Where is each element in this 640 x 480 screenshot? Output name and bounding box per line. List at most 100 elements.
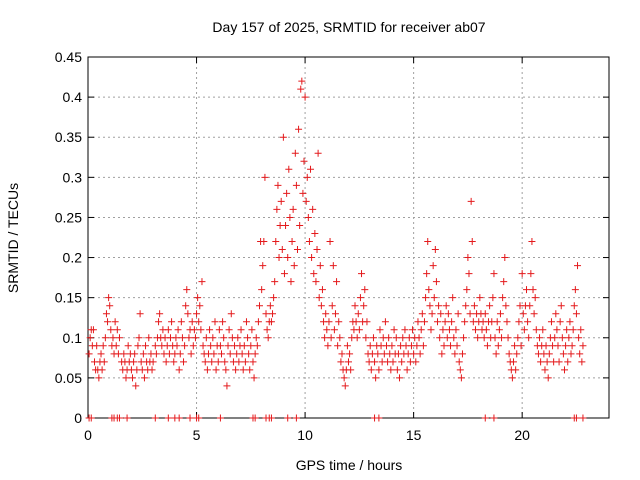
data-point xyxy=(495,326,503,334)
data-point xyxy=(517,342,525,350)
data-point xyxy=(551,334,559,342)
data-point xyxy=(455,358,463,366)
data-point xyxy=(544,374,552,382)
data-point xyxy=(180,358,188,366)
data-point xyxy=(331,310,339,318)
data-point xyxy=(130,358,138,366)
y-tick-label: 0.15 xyxy=(55,290,82,306)
data-point xyxy=(572,414,580,422)
data-point xyxy=(513,350,521,358)
data-point xyxy=(461,318,469,326)
data-point xyxy=(124,342,132,350)
data-point xyxy=(337,358,345,366)
data-point xyxy=(493,318,501,326)
data-point xyxy=(208,358,216,366)
data-point xyxy=(250,374,258,382)
data-point xyxy=(174,326,182,334)
data-point xyxy=(512,366,520,374)
data-point xyxy=(328,302,336,310)
data-point xyxy=(531,294,539,302)
data-point xyxy=(483,342,491,350)
data-point xyxy=(577,326,585,334)
data-point xyxy=(381,318,389,326)
data-point xyxy=(530,310,538,318)
data-point xyxy=(98,366,106,374)
data-point xyxy=(151,414,159,422)
data-point xyxy=(428,310,436,318)
data-point xyxy=(502,302,510,310)
data-point xyxy=(578,358,586,366)
data-point xyxy=(445,326,453,334)
data-point xyxy=(209,334,217,342)
data-point xyxy=(347,366,355,374)
y-tick-label: 0.4 xyxy=(63,89,83,105)
data-point xyxy=(514,334,522,342)
data-point xyxy=(197,326,205,334)
data-point xyxy=(258,286,266,294)
data-point xyxy=(86,334,94,342)
data-point xyxy=(424,238,432,246)
data-point xyxy=(272,238,280,246)
data-point xyxy=(399,334,407,342)
data-point xyxy=(436,334,444,342)
data-point xyxy=(195,318,203,326)
data-point xyxy=(565,334,573,342)
data-point xyxy=(505,350,513,358)
data-point xyxy=(463,286,471,294)
data-point xyxy=(155,318,163,326)
data-point xyxy=(543,358,551,366)
data-point xyxy=(239,366,247,374)
data-point xyxy=(246,366,254,374)
data-point xyxy=(255,302,263,310)
data-point xyxy=(492,350,500,358)
data-point xyxy=(227,310,235,318)
data-point xyxy=(222,366,230,374)
data-point xyxy=(267,414,275,422)
data-point xyxy=(474,334,482,342)
data-point xyxy=(284,254,292,262)
data-point xyxy=(385,334,393,342)
data-point xyxy=(426,302,434,310)
data-point xyxy=(490,270,498,278)
data-point xyxy=(295,125,303,133)
data-point xyxy=(296,221,304,229)
data-point xyxy=(569,326,577,334)
data-point xyxy=(279,133,287,141)
data-point xyxy=(509,358,517,366)
x-axis-label: GPS time / hours xyxy=(296,457,403,473)
data-point xyxy=(194,294,202,302)
data-point xyxy=(526,302,534,310)
data-point xyxy=(412,358,420,366)
data-point xyxy=(355,326,363,334)
data-point xyxy=(508,374,516,382)
data-point xyxy=(556,318,564,326)
data-point xyxy=(277,197,285,205)
data-point xyxy=(210,350,218,358)
data-point xyxy=(541,366,549,374)
data-point xyxy=(326,238,334,246)
data-point xyxy=(574,262,582,270)
data-point xyxy=(139,350,147,358)
data-point xyxy=(298,77,306,85)
data-point xyxy=(102,310,110,318)
data-point xyxy=(196,302,204,310)
data-point xyxy=(106,302,114,310)
data-point xyxy=(525,334,533,342)
data-point xyxy=(392,334,400,342)
data-point xyxy=(554,342,562,350)
data-point xyxy=(135,334,143,342)
y-tick-label: 0.1 xyxy=(63,330,83,346)
data-point xyxy=(366,342,374,350)
data-point xyxy=(101,334,109,342)
data-point xyxy=(346,350,354,358)
data-point xyxy=(476,294,484,302)
data-point xyxy=(107,326,115,334)
data-point xyxy=(273,205,281,213)
axis-ticks: 0 0.05 0.1 0.15 0.2 0.25 0.3 0.35 0.4 0.45 0 5 10 15 2… xyxy=(55,49,609,443)
data-point xyxy=(218,350,226,358)
data-point xyxy=(225,326,233,334)
data-point xyxy=(188,318,196,326)
data-point xyxy=(297,85,305,93)
data-point xyxy=(376,326,384,334)
data-point xyxy=(323,326,331,334)
